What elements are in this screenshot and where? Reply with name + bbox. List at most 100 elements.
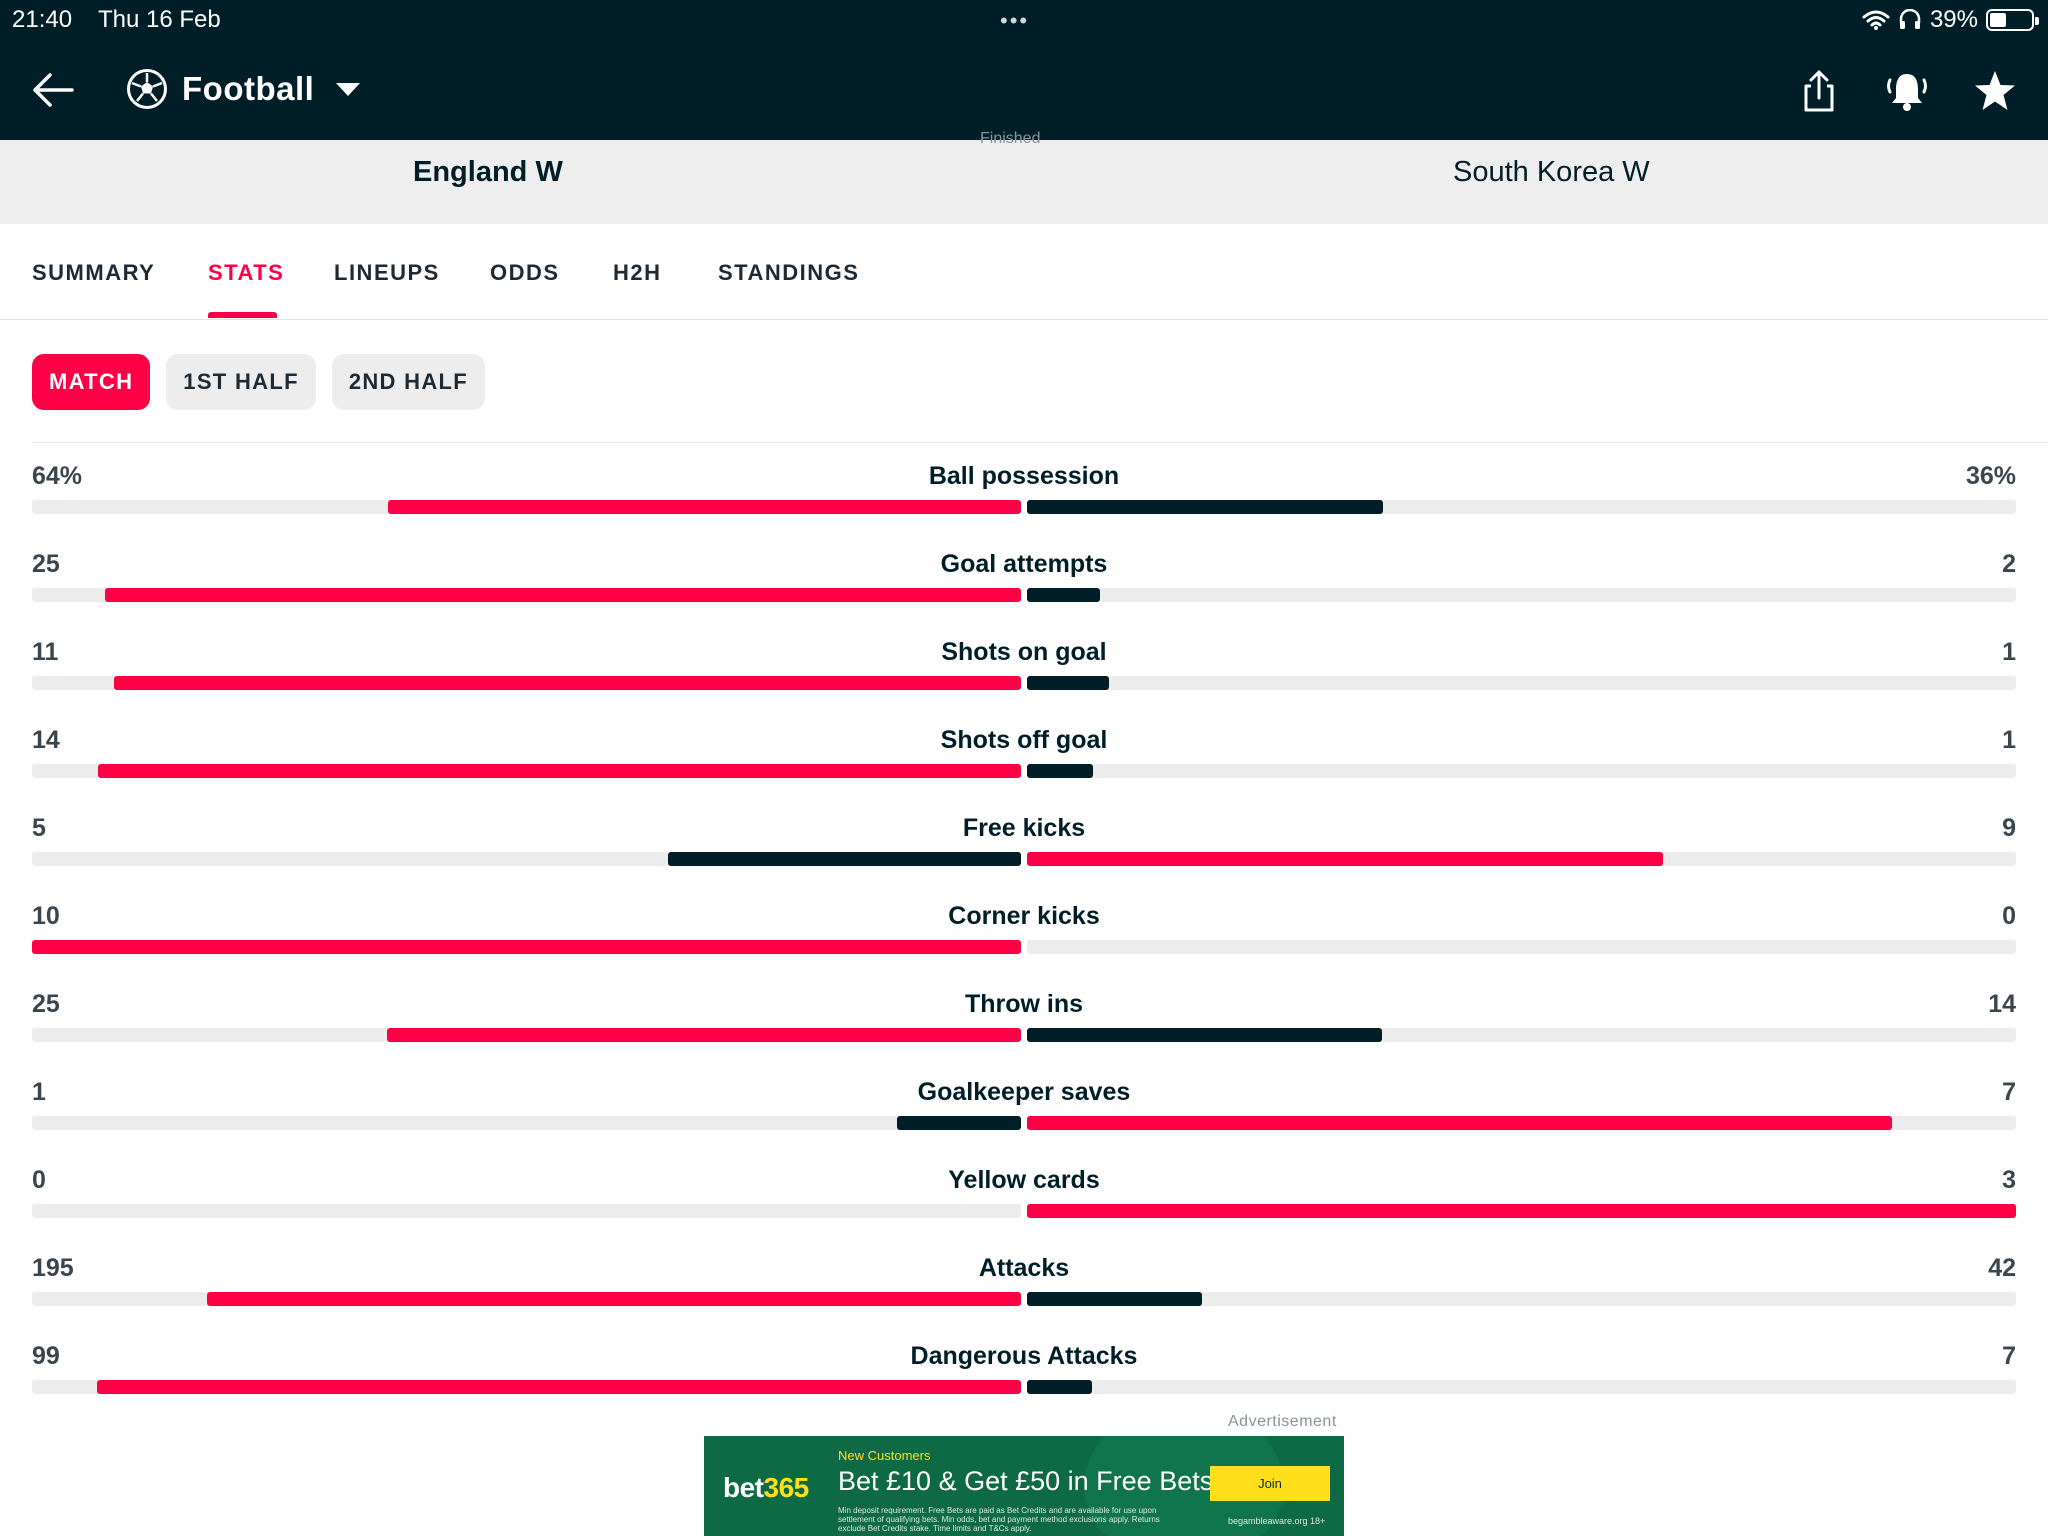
- stat-away-track: [1027, 500, 2016, 514]
- stat-away-track: [1027, 1028, 2016, 1042]
- period-match-button[interactable]: MATCH: [32, 354, 151, 410]
- match-status: Finished: [980, 130, 1041, 147]
- sport-label: Football: [182, 70, 315, 107]
- stat-row: 10 Corner kicks 0: [32, 898, 2016, 986]
- stat-row: 5 Free kicks 9: [32, 810, 2016, 898]
- stat-home-value: 1: [32, 1078, 46, 1106]
- stat-home-bar: [32, 940, 1021, 954]
- period-first-half-button[interactable]: 1ST HALF: [166, 354, 316, 410]
- stat-away-bar: [1027, 764, 1093, 778]
- sport-selector[interactable]: Football: [126, 68, 361, 110]
- tab-h2h[interactable]: H2H: [613, 260, 662, 285]
- battery-percentage: 39%: [1929, 6, 1978, 33]
- ad-headline: Bet £10 & Get £50 in Free Bets: [838, 1466, 1214, 1496]
- ad-new-customers: New Customers: [838, 1448, 931, 1463]
- stat-row: 25 Goal attempts 2: [32, 546, 2016, 634]
- stat-home-bar: [114, 676, 1021, 690]
- ad-small-print: Min deposit requirement. Free Bets are p…: [838, 1506, 1160, 1533]
- share-icon[interactable]: [1796, 68, 1842, 114]
- stat-row: 1 Goalkeeper saves 7: [32, 1074, 2016, 1162]
- stat-label: Shots off goal: [940, 726, 1108, 754]
- stat-label: Ball possession: [928, 462, 1120, 490]
- wifi-icon: [1862, 10, 1890, 30]
- stat-home-track: [32, 852, 1021, 866]
- stat-away-bar: [1027, 852, 1663, 866]
- stat-row: 0 Yellow cards 3: [32, 1162, 2016, 1250]
- stat-row: 11 Shots on goal 1: [32, 634, 2016, 722]
- back-arrow-icon[interactable]: [30, 70, 76, 110]
- stat-row: 99 Dangerous Attacks 7: [32, 1338, 2016, 1426]
- period-second-half-button[interactable]: 2ND HALF: [331, 354, 485, 410]
- away-team-name[interactable]: South Korea W: [1453, 156, 1650, 188]
- stat-label: Shots on goal: [941, 638, 1107, 666]
- stat-away-track: [1027, 588, 2016, 602]
- home-team-name[interactable]: England W: [413, 156, 563, 188]
- stat-away-track: [1027, 852, 2016, 866]
- stat-away-track: [1027, 1204, 2016, 1218]
- stat-away-bar: [1027, 1204, 2016, 1218]
- active-tab-indicator: [208, 312, 277, 318]
- stat-home-track: [32, 1116, 1021, 1130]
- stat-home-bar: [897, 1116, 1021, 1130]
- stat-home-value: 10: [32, 902, 60, 930]
- multitasking-dots[interactable]: •••: [1000, 8, 1030, 33]
- stat-label: Dangerous Attacks: [910, 1342, 1138, 1370]
- top-bar: 21:40 Thu 16 Feb ••• 39%: [0, 0, 2048, 140]
- stat-home-value: 0: [32, 1166, 46, 1194]
- stat-home-bar: [207, 1292, 1021, 1306]
- stat-label: Goal attempts: [940, 550, 1108, 578]
- stat-home-track: [32, 1204, 1021, 1218]
- stat-away-track: [1027, 1292, 2016, 1306]
- stat-away-value: 3: [2002, 1166, 2016, 1194]
- stat-away-value: 7: [2002, 1078, 2016, 1106]
- stat-label: Attacks: [978, 1254, 1070, 1282]
- stat-away-bar: [1027, 1292, 1202, 1306]
- bet365-logo: bet365: [723, 1472, 809, 1503]
- stat-away-value: 1: [2002, 726, 2016, 754]
- tab-odds[interactable]: ODDS: [490, 260, 560, 285]
- alarm-bell-icon[interactable]: [1884, 68, 1930, 114]
- stat-row: 64% Ball possession 36%: [32, 458, 2016, 546]
- stat-home-bar: [387, 1028, 1021, 1042]
- stat-home-value: 11: [32, 638, 59, 666]
- stat-away-value: 1: [2002, 638, 2016, 666]
- advertisement-banner[interactable]: bet365 New Customers Bet £10 & Get £50 i…: [704, 1436, 1344, 1536]
- battery-fill: [1990, 13, 2006, 27]
- stat-home-track: [32, 764, 1021, 778]
- stat-home-track: [32, 1380, 1021, 1394]
- stat-away-bar: [1027, 676, 1109, 690]
- chevron-down-icon: [336, 82, 361, 96]
- stat-home-bar: [668, 852, 1021, 866]
- stat-away-track: [1027, 764, 2016, 778]
- stat-row: 195 Attacks 42: [32, 1250, 2016, 1338]
- stat-home-bar: [388, 500, 1021, 514]
- status-time: 21:40: [12, 6, 73, 33]
- stat-home-track: [32, 500, 1021, 514]
- stat-home-track: [32, 1028, 1021, 1042]
- stat-away-track: [1027, 676, 2016, 690]
- ad-join-button[interactable]: Join: [1210, 1466, 1330, 1501]
- stat-home-bar: [98, 764, 1021, 778]
- stat-away-value: 9: [2002, 814, 2016, 842]
- stat-away-value: 2: [2002, 550, 2016, 578]
- stat-away-value: 0: [2002, 902, 2016, 930]
- tab-summary[interactable]: SUMMARY: [32, 260, 156, 285]
- tab-standings[interactable]: STANDINGS: [718, 260, 860, 285]
- stat-home-value: 5: [32, 814, 46, 842]
- battery-icon: [1986, 9, 2039, 31]
- match-header: Finished England W South Korea W: [0, 130, 2048, 224]
- stat-away-track: [1027, 940, 2016, 954]
- stat-label: Goalkeeper saves: [917, 1078, 1131, 1106]
- tab-bar: SUMMARY STATS LINEUPS ODDS H2H STANDINGS: [0, 224, 2048, 320]
- star-icon[interactable]: [1972, 68, 2018, 114]
- tab-stats[interactable]: STATS: [208, 260, 285, 285]
- tab-lineups[interactable]: LINEUPS: [334, 260, 440, 285]
- stat-home-value: 64%: [32, 462, 83, 490]
- divider: [32, 442, 2048, 443]
- status-right: 39%: [1862, 6, 2039, 34]
- stat-away-bar: [1027, 588, 1100, 602]
- stat-away-value: 14: [1988, 990, 2016, 1018]
- stat-away-value: 7: [2002, 1342, 2016, 1370]
- stats-list: 64% Ball possession 36% 25 Goal attempts 2 11 S…: [32, 458, 2016, 1426]
- stat-home-bar: [105, 588, 1021, 602]
